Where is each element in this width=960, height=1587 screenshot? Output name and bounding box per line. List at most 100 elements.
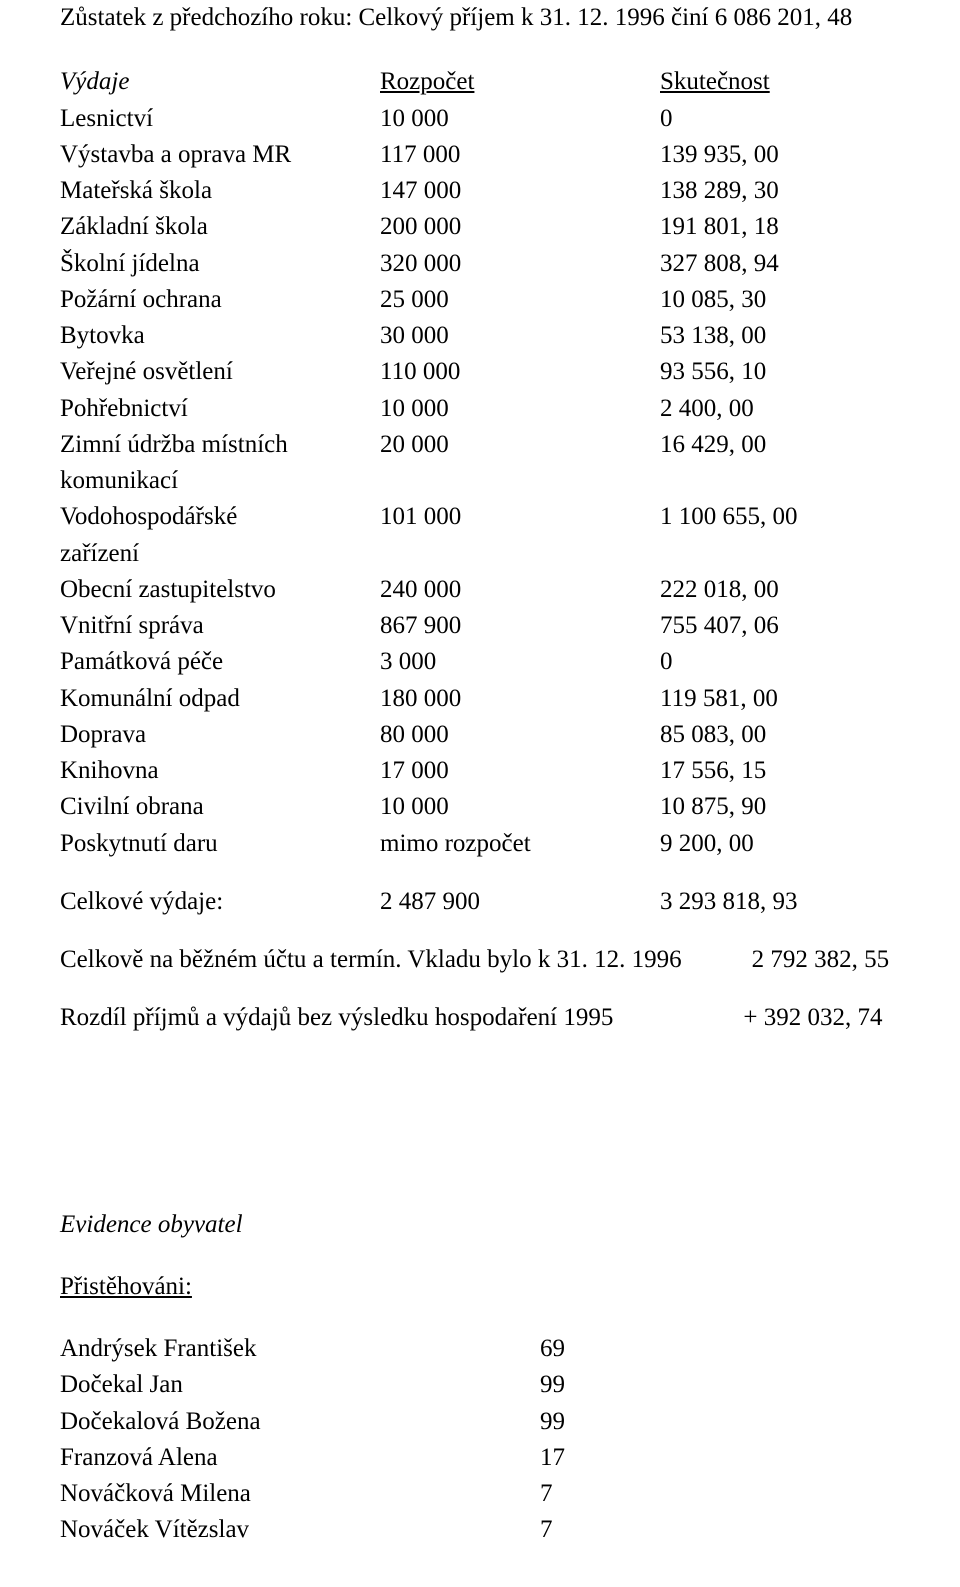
person-name: Franzová Alena [60, 1440, 540, 1476]
row-actual: 222 018, 00 [660, 572, 960, 608]
opening-balance-line: Zůstatek z předchozího roku: Celkový pří… [60, 0, 960, 36]
row-label: Školní jídelna [60, 246, 370, 282]
budget-header-row: Výdaje Rozpočet Skutečnost [60, 64, 960, 100]
totals-actual: 3 293 818, 93 [660, 884, 960, 920]
budget-row: Knihovna17 00017 556, 15 [60, 753, 960, 789]
person-number: 69 [540, 1331, 960, 1367]
budget-row: Školní jídelna320 000327 808, 94 [60, 246, 960, 282]
budget-row: Pohřebnictví10 0002 400, 00 [60, 391, 960, 427]
row-label: Pohřebnictví [60, 391, 370, 427]
budget-row: Komunální odpad 180 000 119 581, 00 [60, 681, 960, 717]
moved-in-heading: Přistěhováni: [60, 1269, 960, 1305]
person-row: Nováček Vítězslav7 [60, 1512, 960, 1548]
budget-row: Veřejné osvětlení 110 000 93 556, 10 [60, 354, 960, 390]
row-budget: 117 000 [380, 137, 650, 173]
row-label: Poskytnutí daru [60, 826, 370, 862]
row-budget: 17 000 [380, 753, 650, 789]
row-label: Základní škola [60, 209, 370, 245]
row-budget: 240 000 [380, 572, 650, 608]
person-number: 99 [540, 1404, 960, 1440]
person-name: Dočekal Jan [60, 1367, 540, 1403]
person-name: Andrýsek František [60, 1331, 540, 1367]
person-row: Nováčková Milena7 [60, 1476, 960, 1512]
row-actual: 0 [660, 101, 960, 137]
row-actual: 1 100 655, 00 [660, 499, 960, 535]
difference-text: Rozdíl příjmů a výdajů bez výsledku hosp… [60, 1004, 613, 1031]
residents-heading: Evidence obyvatel [60, 1207, 960, 1243]
row-budget [380, 463, 650, 499]
row-budget: 147 000 [380, 173, 650, 209]
totals-row: Celkové výdaje: 2 487 900 3 293 818, 93 [60, 884, 960, 920]
budget-row: Bytovka30 00053 138, 00 [60, 318, 960, 354]
row-label: Vodohospodářské [60, 499, 370, 535]
person-name: Dočekalová Božena [60, 1404, 540, 1440]
row-budget: 867 900 [380, 608, 650, 644]
budget-row: Výstavba a oprava MR 117 000 139 935, 00 [60, 137, 960, 173]
row-label: Komunální odpad [60, 681, 370, 717]
row-label: Veřejné osvětlení [60, 354, 370, 390]
budget-row: Poskytnutí daru mimo rozpočet 9 200, 00 [60, 826, 960, 862]
person-row: Dočekal Jan99 [60, 1367, 960, 1403]
account-balance-line: Celkově na běžném účtu a termín. Vkladu … [60, 942, 960, 978]
budget-row: zařízení [60, 536, 960, 572]
budget-row: Obecní zastupitelstvo 240 000 222 018, 00 [60, 572, 960, 608]
budget-row: Zimní údržba místních 20 000 16 429, 00 [60, 427, 960, 463]
row-budget: 10 000 [380, 101, 650, 137]
person-row: Andrýsek František69 [60, 1331, 960, 1367]
person-row: Franzová Alena17 [60, 1440, 960, 1476]
row-budget: 20 000 [380, 427, 650, 463]
row-label: Obecní zastupitelstvo [60, 572, 370, 608]
row-budget: 110 000 [380, 354, 650, 390]
person-number: 7 [540, 1476, 960, 1512]
budget-row: Vnitřní správa867 900755 407, 06 [60, 608, 960, 644]
row-actual: 755 407, 06 [660, 608, 960, 644]
row-actual: 10 875, 90 [660, 789, 960, 825]
row-budget: mimo rozpočet [380, 826, 650, 862]
row-actual: 119 581, 00 [660, 681, 960, 717]
row-label: Výstavba a oprava MR [60, 137, 370, 173]
budget-row: Požární ochrana25 00010 085, 30 [60, 282, 960, 318]
row-actual: 9 200, 00 [660, 826, 960, 862]
row-actual: 139 935, 00 [660, 137, 960, 173]
row-actual: 191 801, 18 [660, 209, 960, 245]
row-label: Civilní obrana [60, 789, 370, 825]
row-label: zařízení [60, 536, 370, 572]
totals-budget: 2 487 900 [380, 884, 650, 920]
column-header-budget: Rozpočet [380, 64, 650, 100]
row-actual [660, 463, 960, 499]
row-actual: 93 556, 10 [660, 354, 960, 390]
person-number: 17 [540, 1440, 960, 1476]
row-budget: 30 000 [380, 318, 650, 354]
row-budget [380, 536, 650, 572]
row-actual: 0 [660, 644, 960, 680]
row-actual: 85 083, 00 [660, 717, 960, 753]
row-actual: 16 429, 00 [660, 427, 960, 463]
row-budget: 101 000 [380, 499, 650, 535]
row-label: Zimní údržba místních [60, 427, 370, 463]
budget-row: Památková péče3 0000 [60, 644, 960, 680]
row-label: Doprava [60, 717, 370, 753]
row-label: Mateřská škola [60, 173, 370, 209]
row-budget: 200 000 [380, 209, 650, 245]
row-actual: 2 400, 00 [660, 391, 960, 427]
budget-row: Lesnictví 10 000 0 [60, 101, 960, 137]
row-budget: 80 000 [380, 717, 650, 753]
person-number: 7 [540, 1512, 960, 1548]
difference-value: + 392 032, 74 [743, 1004, 882, 1031]
row-actual: 327 808, 94 [660, 246, 960, 282]
account-balance-text: Celkově na běžném účtu a termín. Vkladu … [60, 946, 682, 973]
row-actual: 138 289, 30 [660, 173, 960, 209]
difference-line: Rozdíl příjmů a výdajů bez výsledku hosp… [60, 1000, 960, 1036]
person-name: Nováčková Milena [60, 1476, 540, 1512]
account-balance-value: 2 792 382, 55 [752, 946, 890, 973]
person-row: Dočekalová Božena99 [60, 1404, 960, 1440]
row-budget: 10 000 [380, 789, 650, 825]
budget-row: Základní škola 200 000 191 801, 18 [60, 209, 960, 245]
budget-row: Mateřská škola 147 000 138 289, 30 [60, 173, 960, 209]
row-budget: 180 000 [380, 681, 650, 717]
row-label: Knihovna [60, 753, 370, 789]
person-name: Nováček Vítězslav [60, 1512, 540, 1548]
row-label: Bytovka [60, 318, 370, 354]
row-label: Požární ochrana [60, 282, 370, 318]
row-label: Lesnictví [60, 101, 370, 137]
